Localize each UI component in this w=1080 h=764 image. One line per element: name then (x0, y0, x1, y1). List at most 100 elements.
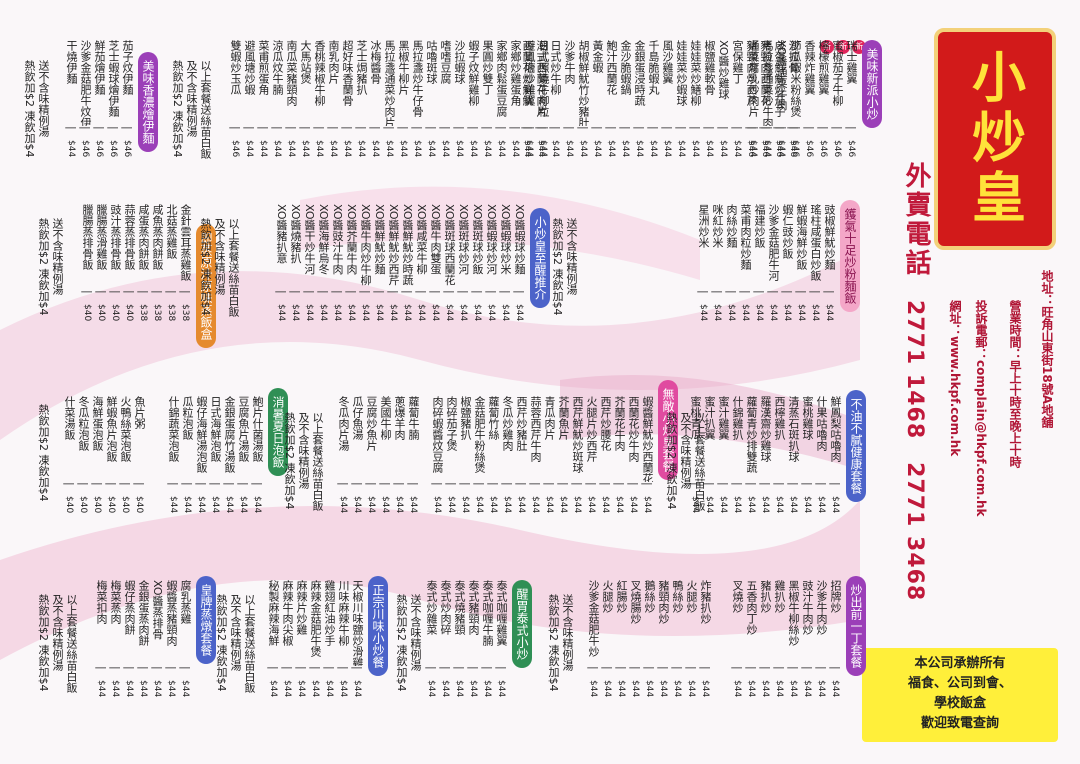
leader-line: | (165, 290, 178, 293)
menu-item-price: $44 (276, 304, 286, 322)
leader-line: | (331, 290, 344, 293)
set-meal-note: 送不含味精例湯 (565, 218, 578, 295)
set-meal-note: 熱飲加$2 凍飲加$4 (23, 60, 36, 158)
menu-item-price: $44 (578, 140, 588, 158)
menu-item-price: $44 (458, 304, 468, 322)
menu-item: 五香肉丁炒 | $44 (744, 580, 758, 698)
menu-item-name: 金銀蛋浸時蔬 (633, 40, 646, 106)
menu-column: 豉椒鮮魷炒麵 | $44 瑤柱咸蛋白炒飯 | $44 鮮蝦海鮮炒飯 | $44 蝦仁豉炒飯 | $44… (696, 204, 836, 322)
leader-line: | (453, 126, 466, 129)
menu-column: 炸豬扒炒|$44 火腿炒|$44 鴨絲炒|$44 豬頸肉炒|$44 鵝絲炒|$44 叉燒腸… (586, 580, 712, 698)
menu-item-name: 涼瓜炆牛腩 (271, 40, 284, 95)
leader-line: | (337, 482, 350, 485)
leader-line: | (289, 290, 302, 293)
menu-item-price: $46 (774, 140, 784, 158)
menu-item-name: 天椒川味鹽炒滑雞 (351, 580, 364, 666)
leader-line: | (767, 290, 780, 293)
leader-line: | (267, 666, 280, 669)
menu-item-price: $44 (712, 304, 722, 322)
menu-item-name: 避風塘炒雞翼 (523, 40, 536, 106)
menu-item-price: $44 (522, 140, 532, 158)
menu-item-price: $44 (698, 304, 708, 322)
menu-item-price: $44 (252, 496, 262, 514)
menu-item: 豉椒鮮魷炒麵 | $44 (822, 204, 836, 322)
menu-item-price: $46 (818, 140, 828, 158)
menu-item-name: 瓜粒泡飯 (181, 396, 194, 440)
set-meal-note: 熱飲加$2 凍飲加$4 (37, 404, 50, 502)
menu-item: 娃娃菜炒蝦球 | $44 (674, 40, 688, 158)
menu-item: 羅漢齋炒雞球 | $44 (758, 396, 772, 514)
leader-line: | (773, 482, 786, 485)
menu-item-price: $44 (432, 496, 442, 514)
set-meal-note: 送不含味精例湯 (37, 60, 50, 137)
menu-item: 臘腸蒸滑雞飯 | $40 (94, 204, 108, 322)
menu-item: 肉碎蝦醬炆豆腐 | $44 (430, 396, 444, 514)
leader-line: | (487, 482, 500, 485)
leader-line: | (355, 126, 368, 129)
menu-item: 泰式豬頸肉 | $44 (466, 580, 480, 698)
menu-item: 紅腸炒 | $44 (614, 580, 628, 698)
menu-item: XO醬海鮮烏冬 | $44 (316, 204, 330, 322)
menu-item: 金沙脆蝦鍋 | $44 (618, 40, 632, 158)
set-meal-note: 及不含味精例湯 (229, 594, 242, 671)
menu-item-name: 叉燒腸炒 (629, 580, 642, 624)
menu-item-name: 沙爹牛肉 (563, 40, 576, 84)
menu-item-name: 泰式炒雜菜 (425, 580, 438, 635)
leader-line: | (661, 126, 674, 129)
menu-item: 菜甫煎蛋角 | $44 (256, 40, 270, 158)
menu-item-name: 椒鹽雞軟骨 (703, 40, 716, 95)
leader-line: | (717, 126, 730, 129)
leader-line: | (809, 290, 822, 293)
menu-item-price: $44 (816, 496, 826, 514)
leader-line: | (457, 290, 470, 293)
set-meal-note: 及不含味精例湯 (679, 412, 692, 489)
menu-item-price: $44 (740, 304, 750, 322)
menu-item-name: 咸蛋蒸肉餅飯 (137, 204, 150, 270)
leader-line: | (739, 290, 752, 293)
leader-line: | (237, 482, 250, 485)
leader-line: | (629, 666, 642, 669)
banner-line: 學校飯盒 (933, 696, 986, 711)
menu-item: XO醬牛肉雙蛋 | $44 (428, 204, 442, 322)
leader-line: | (209, 482, 222, 485)
menu-item-price: $44 (816, 680, 826, 698)
menu-item-price: $44 (550, 140, 560, 158)
menu-item-name: 西蘭花炒牛肉 (627, 396, 640, 462)
menu-item-price: $44 (224, 496, 234, 514)
menu-item: 南乳肉片 | $44 (326, 40, 340, 158)
menu-item-price: $46 (790, 140, 800, 158)
menu-item: 麻辣牛肉尖椒 | $44 (280, 580, 294, 698)
menu-item-name: 什菜湯飯 (63, 396, 76, 440)
menu-item: 沙爹牛肉炒 | $44 (814, 580, 828, 698)
menu-item-name: 火腿炒 (685, 580, 698, 613)
menu-item-name: 娃娃菜炒鱔柳 (689, 40, 702, 106)
menu-item-name: 豉汁牛肉炒 (801, 580, 814, 635)
menu-item-name: 西芹鮮魷炒斑球 (571, 396, 584, 473)
menu-item: 冬瓜粒泡飯 | $40 (76, 396, 90, 514)
menu-item: 鵝絲炒 | $44 (642, 580, 656, 698)
menu-item-price: $44 (648, 140, 658, 158)
section-title: 正宗川味小炒餐 (368, 576, 388, 676)
leader-line: | (359, 290, 372, 293)
leader-line: | (801, 482, 814, 485)
menu-item: 麻辣片炒雞 | $44 (294, 580, 308, 698)
leader-line: | (717, 482, 730, 485)
menu-item-name: 沙爹金菇肥牛炒 (587, 580, 600, 657)
menu-item-name: 蜜汁扒翼 (703, 396, 716, 440)
menu-item-name: 腐乳蒸雞 (179, 580, 192, 624)
menu-item-name: 蘿蔔竹絲 (487, 396, 500, 440)
menu-item-price: $44 (268, 680, 278, 698)
menu-item: 清蒸石斑扒球 | $44 (786, 396, 800, 514)
leader-line: | (379, 482, 392, 485)
menu-item-price: $44 (564, 140, 574, 158)
leader-line: | (95, 290, 108, 293)
menu-item: 黑椒牛柳片 | $44 (396, 40, 410, 158)
leader-line: | (275, 290, 288, 293)
menu-item-price: $44 (342, 140, 352, 158)
menu-item-name: 馬拉盞炒牛仔骨 (411, 40, 424, 117)
leader-line: | (657, 666, 670, 669)
menu-item: 芝士焗豬扒 | $44 (354, 40, 368, 158)
menu-item-price: $44 (408, 496, 418, 514)
leader-line: | (675, 126, 688, 129)
menu-item-name: 蒜蓉蒸排骨飯 (123, 204, 136, 270)
